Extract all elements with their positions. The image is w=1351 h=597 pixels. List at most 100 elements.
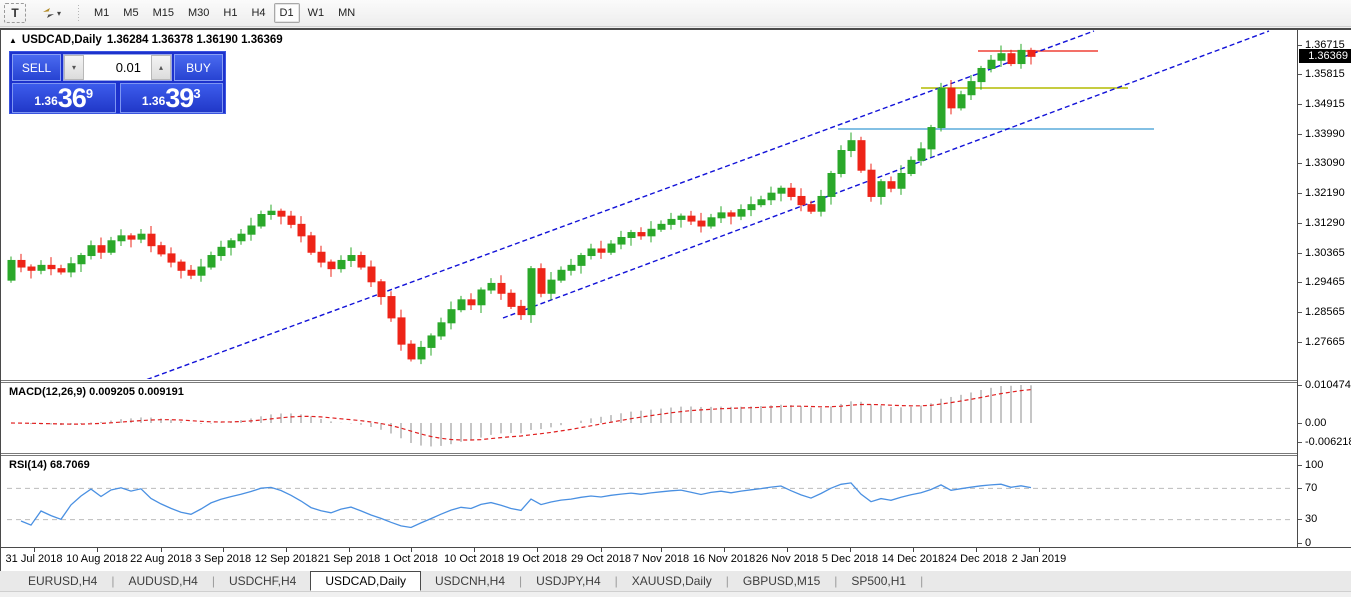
chart-tab-audusd-h4[interactable]: AUDUSD,H4 — [128, 574, 198, 588]
chart-tab-usdjpy-h4[interactable]: USDJPY,H4 — [536, 574, 601, 588]
timeframe-button-m15[interactable]: M15 — [152, 7, 174, 19]
date-axis-label: 10 Aug 2018 — [66, 553, 128, 565]
axis-tick — [1298, 45, 1302, 46]
axis-tick — [1298, 163, 1302, 164]
date-tick — [97, 548, 98, 552]
chart-tab-sp500-h1[interactable]: SP500,H1 — [851, 574, 907, 588]
date-axis-label: 24 Dec 2018 — [944, 553, 1008, 565]
arrow-objects-tool-icon[interactable]: ▾ — [35, 3, 67, 23]
chart-ohlc-values: 1.36284 1.36378 1.36190 1.36369 — [106, 34, 283, 46]
price-axis-label: 1.27665 — [1305, 336, 1345, 348]
date-tick — [724, 548, 725, 552]
sell-price-button[interactable]: 1.36 36 9 — [12, 83, 116, 113]
price-axis-label: 1.33090 — [1305, 157, 1345, 169]
price-axis-label: 1.34915 — [1305, 98, 1345, 110]
bottom-strip — [0, 592, 1351, 597]
arrows-icon — [43, 8, 54, 18]
volume-decrease-button[interactable]: ▾ — [64, 55, 84, 80]
date-tick — [1039, 548, 1040, 552]
date-tick — [787, 548, 788, 552]
axis-tick — [1298, 74, 1302, 75]
buy-price-button[interactable]: 1.36 39 3 — [119, 83, 223, 113]
sell-button[interactable]: SELL — [12, 54, 61, 81]
date-tick — [661, 548, 662, 552]
macd-axis-label: 0.00 — [1305, 417, 1327, 429]
date-axis-label: 14 Dec 2018 — [881, 553, 945, 565]
timeframe-button-m30[interactable]: M30 — [187, 7, 210, 19]
tab-separator: | — [211, 574, 215, 588]
rsi-axis-label: 0 — [1305, 537, 1312, 549]
date-axis-label: 29 Oct 2018 — [571, 553, 631, 565]
one-click-trading-panel: SELL ▾ ▴ BUY 1.36 36 9 1.36 39 3 — [9, 51, 226, 114]
axis-tick — [1298, 488, 1302, 489]
axis-tick — [1298, 134, 1302, 135]
sell-price-point: 9 — [85, 86, 94, 101]
chart-window: ▲ USDCAD,Daily 1.36284 1.36378 1.36190 1… — [0, 28, 1351, 571]
price-axis[interactable]: 1.36715 1.35815 1.34915 1.33990 1.33090 1.321… — [1297, 30, 1351, 549]
axis-tick — [1298, 104, 1302, 105]
price-axis-label: 1.35815 — [1305, 68, 1345, 80]
price-axis-label: 1.33990 — [1305, 128, 1345, 140]
date-axis-label: 10 Oct 2018 — [444, 553, 504, 565]
axis-tick — [1298, 519, 1302, 520]
buy-price-pips: 39 — [165, 83, 194, 113]
axis-tick — [1298, 442, 1302, 443]
price-axis-label: 1.29465 — [1305, 276, 1345, 288]
chart-tab-usdcad-daily[interactable]: USDCAD,Daily — [310, 571, 421, 591]
collapse-triangle-icon[interactable]: ▲ — [9, 35, 17, 45]
toolbar: T ▾ M1 M5 M15 M30 H1 H4 D1 W1 MN — [0, 0, 1351, 27]
chart-tab-xauusd-daily[interactable]: XAUUSD,Daily — [631, 574, 712, 588]
axis-tick — [1298, 465, 1302, 466]
axis-tick — [1298, 423, 1302, 424]
chart-tab-usdchf-h4[interactable]: USDCHF,H4 — [228, 574, 297, 588]
chart-tab-gbpusd-m15[interactable]: GBPUSD,M15 — [742, 574, 821, 588]
timeframe-button-h4[interactable]: H4 — [251, 7, 266, 19]
date-tick — [411, 548, 412, 552]
timeframe-button-mn[interactable]: MN — [338, 7, 356, 19]
chart-tab-eurusd-h4[interactable]: EURUSD,H4 — [28, 574, 98, 588]
chart-title: ▲ USDCAD,Daily 1.36284 1.36378 1.36190 1… — [9, 34, 283, 46]
date-axis-label: 3 Sep 2018 — [194, 553, 252, 565]
date-axis-label: 21 Sep 2018 — [317, 553, 381, 565]
macd-indicator-label: MACD(12,26,9) 0.009205 0.009191 — [9, 386, 184, 398]
axis-tick — [1298, 253, 1302, 254]
tab-separator: | — [111, 574, 115, 588]
chart-symbol-period: USDCAD,Daily — [21, 34, 102, 46]
date-tick — [161, 548, 162, 552]
toolbar-grip[interactable] — [76, 4, 82, 22]
date-tick — [474, 548, 475, 552]
tab-separator: | — [920, 574, 924, 588]
date-tick — [34, 548, 35, 552]
chart-canvas[interactable] — [1, 30, 1297, 547]
date-tick — [976, 548, 977, 552]
date-tick — [349, 548, 350, 552]
timeframe-button-d1[interactable]: D1 — [273, 3, 300, 23]
rsi-indicator-label: RSI(14) 68.7069 — [9, 459, 90, 471]
sell-price-prefix: 1.36 — [34, 94, 58, 108]
timeframe-button-h1[interactable]: H1 — [223, 7, 238, 19]
volume-increase-button[interactable]: ▴ — [151, 55, 171, 80]
macd-axis-label: 0.010474 — [1305, 379, 1351, 391]
timeframe-button-w1[interactable]: W1 — [307, 7, 325, 19]
chart-tab-usdcnh-h4[interactable]: USDCNH,H4 — [435, 574, 506, 588]
price-axis-label: 1.36715 — [1305, 39, 1345, 51]
pane-separator[interactable] — [1, 453, 1297, 456]
pane-separator[interactable] — [1, 380, 1297, 383]
date-tick — [850, 548, 851, 552]
buy-button[interactable]: BUY — [174, 54, 223, 81]
axis-tick — [1298, 223, 1302, 224]
date-axis-label: 1 Oct 2018 — [384, 553, 438, 565]
volume-input[interactable] — [84, 55, 151, 80]
tab-separator: | — [614, 574, 618, 588]
date-axis[interactable]: 31 Jul 2018 10 Aug 2018 22 Aug 2018 3 Sep 2… — [1, 548, 1297, 571]
timeframe-button-m5[interactable]: M5 — [123, 7, 139, 19]
date-tick — [537, 548, 538, 552]
tab-separator: | — [834, 574, 838, 588]
buy-price-point: 3 — [193, 86, 201, 101]
date-axis-label: 19 Oct 2018 — [507, 553, 567, 565]
timeframe-button-m1[interactable]: M1 — [94, 7, 110, 19]
text-label-tool-icon[interactable]: T — [4, 3, 26, 23]
price-axis-label: 1.30365 — [1305, 247, 1345, 259]
dropdown-caret-icon[interactable]: ▾ — [57, 8, 62, 18]
